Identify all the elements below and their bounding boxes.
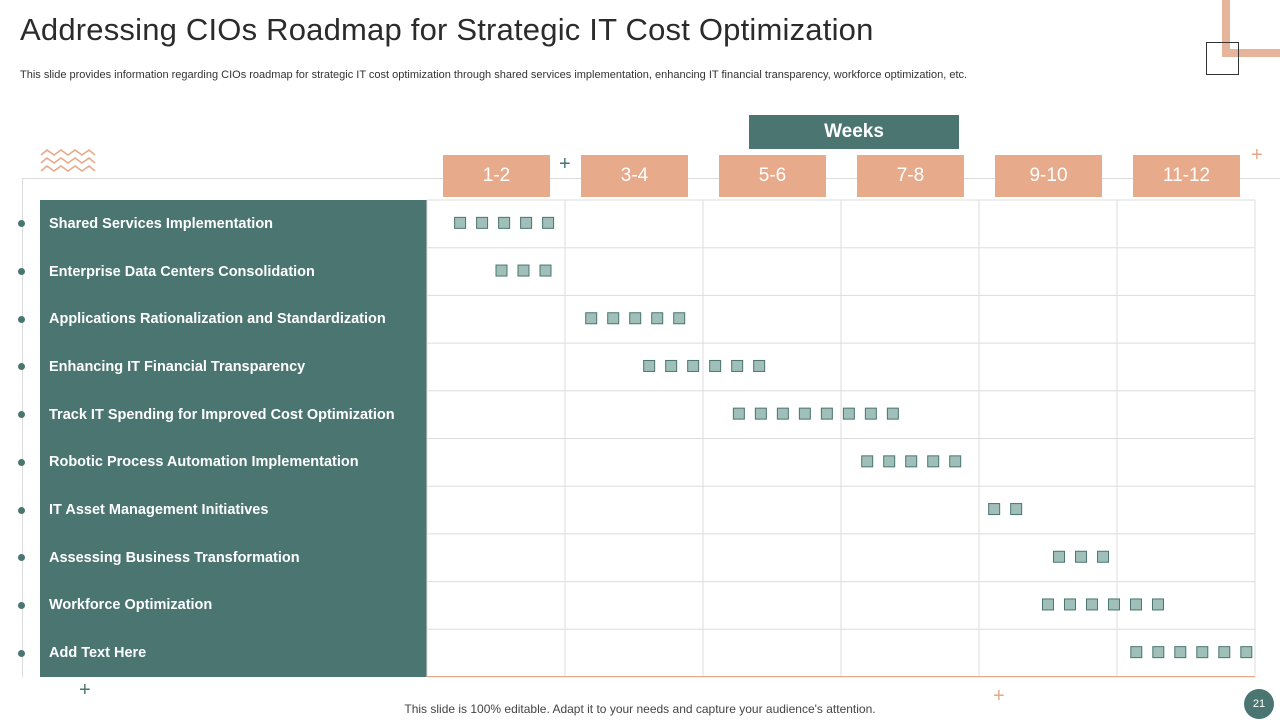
corner-decoration <box>1222 0 1280 57</box>
schedule-marker <box>1097 550 1110 563</box>
week-column-header: 9-10 <box>995 155 1102 197</box>
row-bullet <box>18 601 25 609</box>
schedule-marker <box>842 407 855 420</box>
schedule-marker <box>1218 646 1231 659</box>
corner-square-decoration <box>1206 42 1239 75</box>
schedule-marker <box>949 455 962 468</box>
schedule-marker <box>732 407 745 420</box>
schedule-marker <box>1063 598 1076 611</box>
plus-icon: + <box>559 153 571 175</box>
row-bullet <box>18 363 25 371</box>
task-label: Robotic Process Automation Implementatio… <box>49 454 359 471</box>
schedule-marker <box>629 312 642 325</box>
schedule-marker <box>607 312 620 325</box>
footer-note: This slide is 100% editable. Adapt it to… <box>404 702 876 716</box>
plus-icon: + <box>1251 144 1263 166</box>
task-label: Applications Rationalization and Standar… <box>49 311 386 328</box>
schedule-marker <box>886 407 899 420</box>
schedule-marker <box>753 359 766 372</box>
task-label: IT Asset Management Initiatives <box>49 502 269 519</box>
schedule-marker <box>927 455 940 468</box>
task-label: Shared Services Implementation <box>49 215 274 232</box>
schedule-marker <box>861 455 874 468</box>
schedule-marker <box>476 216 489 229</box>
task-label: Workforce Optimization <box>49 597 213 614</box>
task-panel <box>40 200 427 677</box>
schedule-marker <box>1085 598 1098 611</box>
schedule-marker <box>454 216 467 229</box>
zigzag-icon <box>40 148 96 172</box>
schedule-marker <box>798 407 811 420</box>
plus-icon: + <box>993 685 1005 707</box>
task-label: Enterprise Data Centers Consolidation <box>49 263 315 280</box>
week-column-header: 1-2 <box>443 155 550 197</box>
slide-title: Addressing CIOs Roadmap for Strategic IT… <box>20 12 874 47</box>
page-number: 21 <box>1244 689 1274 719</box>
schedule-marker <box>687 359 700 372</box>
task-label: Assessing Business Transformation <box>49 549 300 566</box>
row-bullet <box>18 506 25 514</box>
schedule-marker <box>1174 646 1187 659</box>
schedule-marker <box>988 503 1001 516</box>
schedule-marker <box>731 359 744 372</box>
schedule-marker <box>539 264 552 277</box>
slide-subtitle: This slide provides information regardin… <box>20 69 968 81</box>
schedule-marker <box>883 455 896 468</box>
schedule-marker <box>905 455 918 468</box>
schedule-marker <box>1151 598 1164 611</box>
schedule-marker <box>709 359 722 372</box>
schedule-marker <box>517 264 530 277</box>
schedule-marker <box>1053 550 1066 563</box>
task-label: Enhancing IT Financial Transparency <box>49 358 306 375</box>
schedule-marker <box>495 264 508 277</box>
schedule-marker <box>1041 598 1054 611</box>
row-bullet <box>18 458 25 466</box>
schedule-marker <box>1152 646 1165 659</box>
row-bullet <box>18 315 25 323</box>
schedule-marker <box>1130 646 1143 659</box>
grid-bottom-line <box>427 676 1255 677</box>
row-bullet <box>18 649 25 657</box>
row-bullet <box>18 268 25 276</box>
schedule-marker <box>1240 646 1253 659</box>
divider-line <box>22 178 23 677</box>
schedule-marker <box>1196 646 1209 659</box>
week-column-header: 7-8 <box>857 155 964 197</box>
schedule-marker <box>585 312 598 325</box>
schedule-marker <box>643 359 656 372</box>
row-bullet <box>18 411 25 419</box>
schedule-marker <box>498 216 511 229</box>
schedule-marker <box>1129 598 1142 611</box>
schedule-marker <box>651 312 664 325</box>
row-bullet <box>18 554 25 562</box>
weeks-header: Weeks <box>749 115 959 149</box>
plus-icon: + <box>79 679 91 701</box>
task-label: Track IT Spending for Improved Cost Opti… <box>49 406 395 423</box>
schedule-marker <box>1107 598 1120 611</box>
week-column-header: 3-4 <box>581 155 688 197</box>
week-column-header: 5-6 <box>719 155 826 197</box>
task-label: Add Text Here <box>49 645 147 662</box>
schedule-marker <box>864 407 877 420</box>
schedule-marker <box>1075 550 1088 563</box>
schedule-marker <box>776 407 789 420</box>
schedule-marker <box>665 359 678 372</box>
row-bullet <box>18 220 25 228</box>
week-column-header: 11-12 <box>1133 155 1240 197</box>
schedule-marker <box>542 216 555 229</box>
schedule-marker <box>520 216 533 229</box>
schedule-marker <box>1010 503 1023 516</box>
schedule-marker <box>820 407 833 420</box>
schedule-marker <box>673 312 686 325</box>
schedule-marker <box>754 407 767 420</box>
